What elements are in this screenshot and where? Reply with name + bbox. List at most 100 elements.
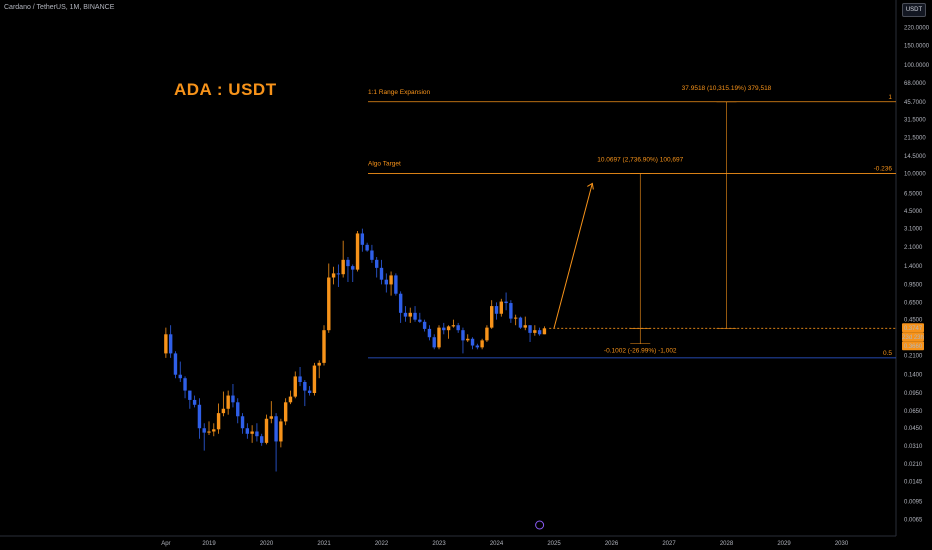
candle-body <box>260 436 264 443</box>
candle-body <box>183 378 187 391</box>
y-tick-label: 0.0450 <box>904 426 923 432</box>
symbol-header: Cardano / TetherUS, 1M, BINANCE <box>4 4 115 11</box>
candle-body <box>470 338 475 346</box>
y-tick-label: 0.0210 <box>904 462 923 468</box>
candle-body <box>341 259 345 275</box>
price-badge-text: 23d 23h <box>902 335 924 341</box>
x-tick-label: 2029 <box>777 541 791 547</box>
y-tick-label: 0.0950 <box>904 391 923 397</box>
y-tick-label: 2.1000 <box>904 245 923 251</box>
candle-body <box>513 317 518 319</box>
price-badge-text: 0.3660 <box>904 344 923 350</box>
y-tick-label: 0.9500 <box>904 282 923 288</box>
candle-body <box>336 273 341 275</box>
currency-button[interactable]: USDT <box>902 3 926 17</box>
candle-body <box>298 376 302 382</box>
candle-body <box>418 319 422 322</box>
candle-body <box>188 390 192 400</box>
candle-body <box>164 334 168 354</box>
y-tick-label: 0.1400 <box>904 373 923 379</box>
candle-body <box>216 413 221 430</box>
candle-body <box>398 293 403 313</box>
candle-body <box>264 418 269 443</box>
y-tick-label: 0.0065 <box>904 517 923 523</box>
y-tick-label: 10.0000 <box>904 171 926 177</box>
candle-body <box>403 312 408 317</box>
candle-body <box>437 327 441 348</box>
candle-body <box>303 381 307 391</box>
candle-body <box>394 275 398 294</box>
candle-body <box>379 267 384 280</box>
price-badge <box>902 332 924 342</box>
candle-body <box>173 353 178 375</box>
candle-body <box>480 340 484 348</box>
candle-body <box>236 402 240 417</box>
candle-body <box>168 334 173 354</box>
candle-body <box>322 330 326 363</box>
y-tick-label: 31.5000 <box>904 117 926 123</box>
level-right-label: -0.236 <box>874 165 893 172</box>
candle-body <box>307 390 312 394</box>
candle-body <box>245 428 250 434</box>
candle-body <box>375 259 379 268</box>
candle-body <box>283 402 288 422</box>
candle-body <box>451 325 456 327</box>
candle-body <box>504 301 508 304</box>
y-tick-label: 0.6500 <box>904 300 923 306</box>
projection-arrow <box>553 183 593 329</box>
y-tick-label: 0.0650 <box>904 409 923 415</box>
candle-body <box>197 404 202 429</box>
candle-body <box>269 416 273 419</box>
candle-body <box>466 338 470 341</box>
level-right-label: 1 <box>888 94 892 101</box>
x-tick-label: 2028 <box>720 541 734 547</box>
candle-body <box>456 325 460 331</box>
measure-label: 10.0697 (2,736.90%) 100,697 <box>597 156 683 163</box>
candle-body <box>509 303 513 319</box>
candle-body <box>312 365 317 394</box>
candle-body <box>422 321 427 329</box>
x-tick-label: 2025 <box>547 541 561 547</box>
x-tick-label: 2019 <box>202 541 216 547</box>
candle-body <box>221 408 226 414</box>
projection-arrowhead <box>587 182 594 190</box>
candle-body <box>293 376 297 397</box>
candle-body <box>351 266 355 270</box>
y-tick-label: 21.5000 <box>904 135 926 141</box>
candle-body <box>250 431 254 434</box>
candle-body <box>432 337 436 348</box>
y-tick-label: 45.7000 <box>904 100 926 106</box>
candle-body <box>384 279 388 285</box>
y-tick-label: 1.4000 <box>904 264 923 270</box>
candle-body <box>192 399 197 405</box>
y-tick-label: 220.0000 <box>904 26 930 32</box>
x-tick-label: 2030 <box>835 541 849 547</box>
candle-body <box>327 277 331 331</box>
candle-body <box>499 301 503 314</box>
y-tick-label: 100.0000 <box>904 63 930 69</box>
y-tick-label: 3.1000 <box>904 227 923 233</box>
candle-body <box>288 396 293 403</box>
candle-body <box>331 273 336 278</box>
candle-body <box>389 275 393 285</box>
candle-body <box>355 233 360 270</box>
y-tick-label: 68.0000 <box>904 81 926 87</box>
candle-body <box>413 312 417 320</box>
candle-body <box>231 395 235 403</box>
level-label: 1:1 Range Expansion <box>368 89 431 96</box>
candle-body <box>542 328 547 335</box>
candle-body <box>533 330 537 333</box>
x-tick-label: 2024 <box>490 541 504 547</box>
x-tick-label: 2022 <box>375 541 389 547</box>
candle-body <box>408 312 412 317</box>
candle-body <box>370 250 374 260</box>
candle-body <box>518 317 523 328</box>
candle-body <box>446 326 451 331</box>
price-badge <box>902 341 924 351</box>
y-tick-label: 0.0310 <box>904 444 923 450</box>
candle-body <box>207 431 211 433</box>
candle-body <box>537 330 542 335</box>
candle-body <box>490 306 494 328</box>
candle-body <box>427 328 432 338</box>
